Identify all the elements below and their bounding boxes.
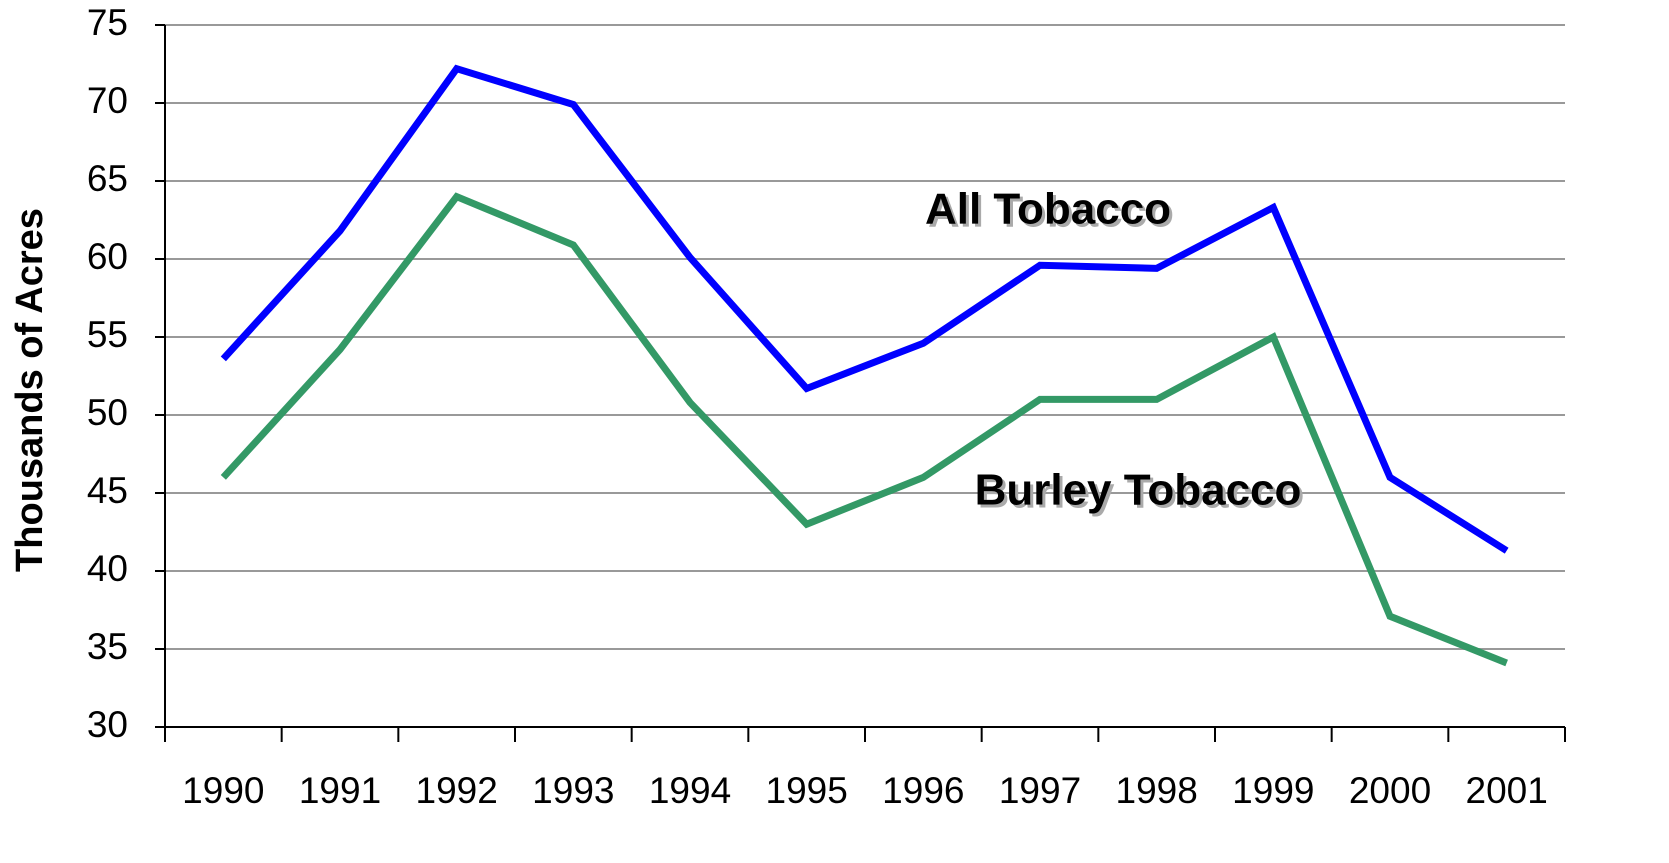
y-tick-label: 30	[87, 704, 128, 745]
x-tick-label: 1997	[999, 770, 1081, 811]
series-label: Burley Tobacco	[975, 466, 1302, 515]
x-tick-label: 2000	[1349, 770, 1431, 811]
x-tick-label: 1992	[416, 770, 498, 811]
series-label-shadow: All Tobacco	[928, 188, 1174, 237]
y-tick-label: 65	[87, 158, 128, 199]
y-tick-label: 75	[87, 2, 128, 43]
y-tick-label: 55	[87, 314, 128, 355]
y-tick-label: 50	[87, 392, 128, 433]
series-line	[220, 64, 1509, 554]
x-tick-label: 1994	[649, 770, 731, 811]
x-tick-label: 1991	[299, 770, 381, 811]
x-tick-label: 1999	[1232, 770, 1314, 811]
x-tick-label: 1993	[532, 770, 614, 811]
y-tick-label: 60	[87, 236, 128, 277]
x-tick-label: 1990	[182, 770, 264, 811]
x-tick-label: 2001	[1466, 770, 1548, 811]
y-tick-label: 35	[87, 626, 128, 667]
series-label-shadow: Burley Tobacco	[978, 469, 1305, 518]
y-tick-label: 45	[87, 470, 128, 511]
x-tick-label: 1998	[1116, 770, 1198, 811]
y-tick-label: 40	[87, 548, 128, 589]
y-axis-label: Thousands of Acres	[9, 208, 51, 572]
x-tick-label: 1995	[766, 770, 848, 811]
series-line	[220, 192, 1508, 667]
series-label: All Tobacco	[925, 185, 1171, 234]
x-tick-label: 1996	[882, 770, 964, 811]
y-tick-label: 70	[87, 80, 128, 121]
